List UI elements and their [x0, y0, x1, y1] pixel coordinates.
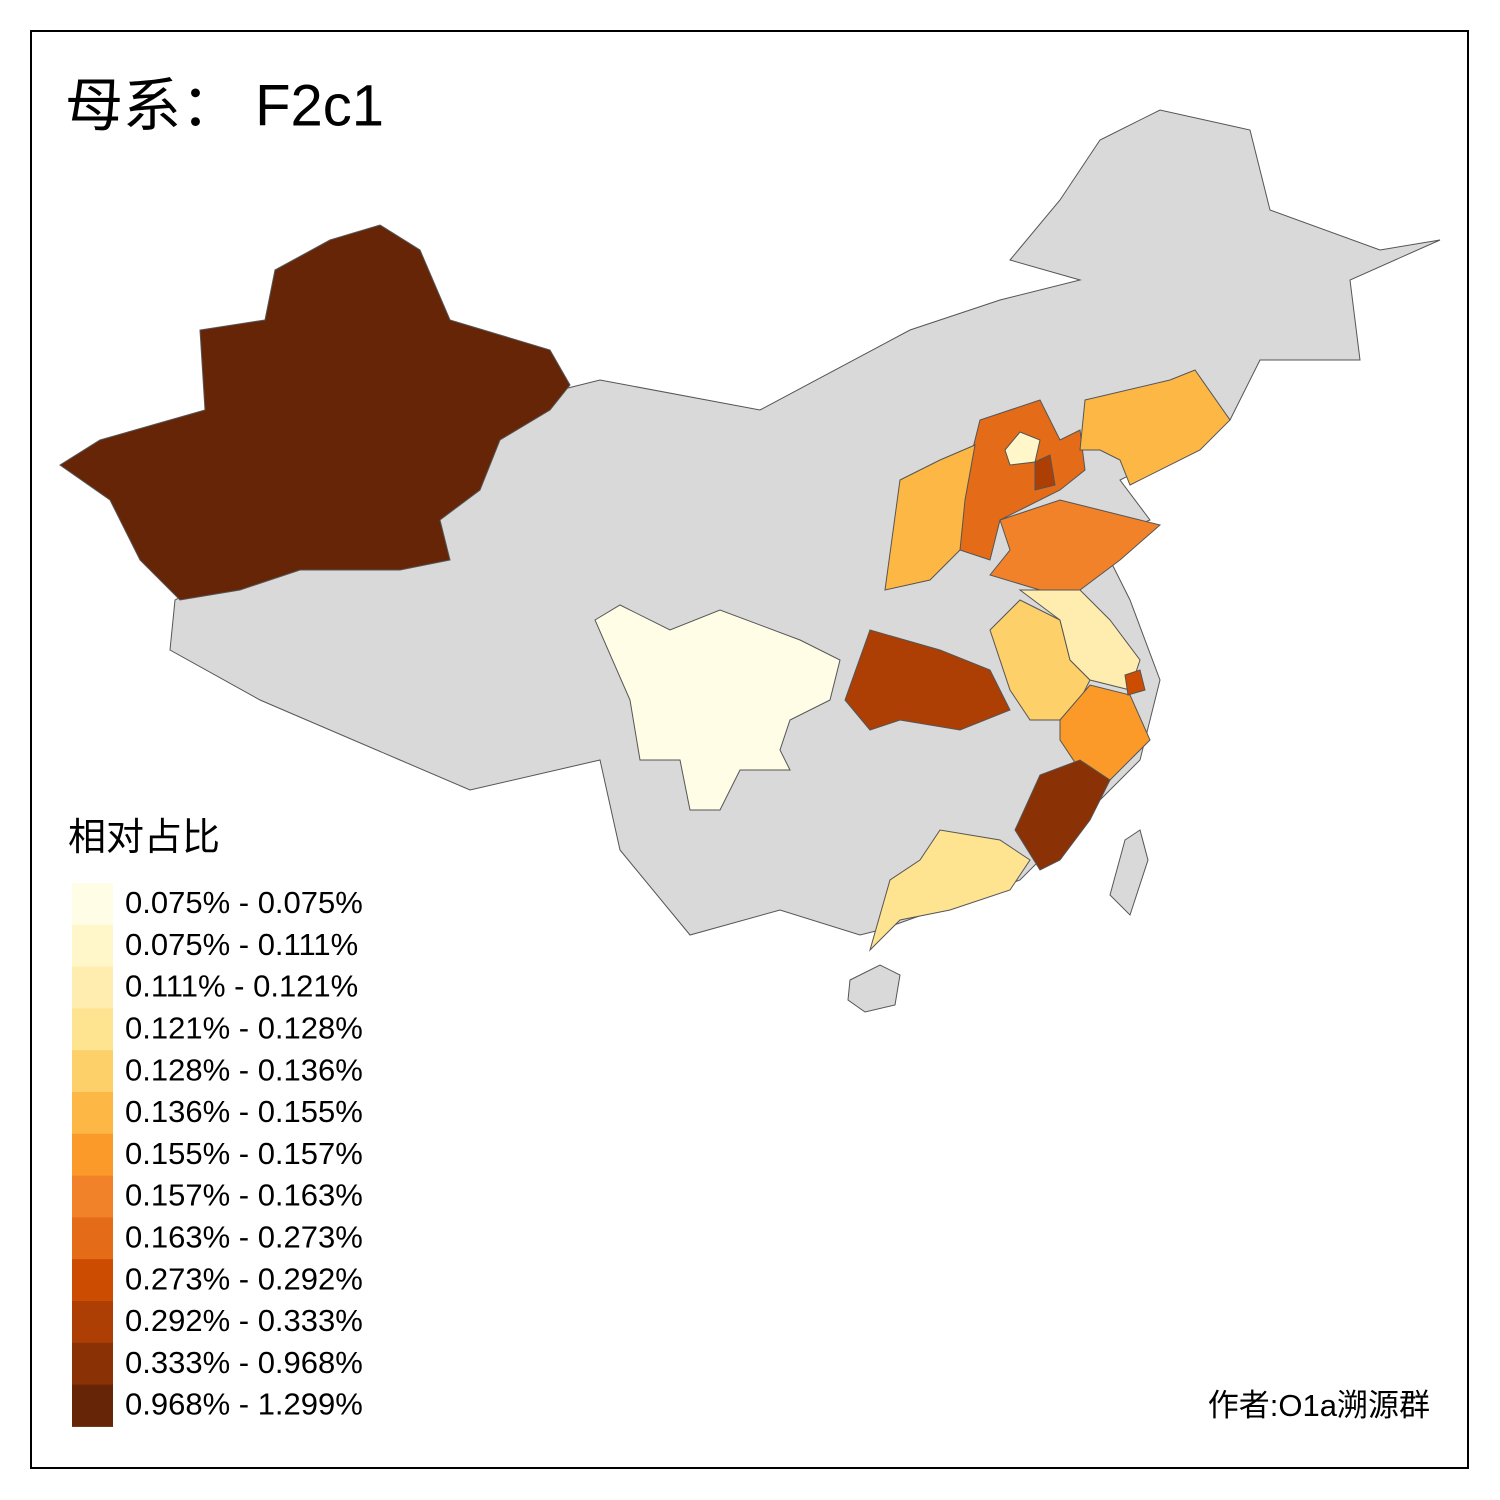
- legend-label: 0.128% - 0.136%: [125, 1052, 363, 1087]
- legend-swatch: [72, 1301, 113, 1344]
- region: [989, 599, 1091, 721]
- region: [1014, 759, 1111, 871]
- legend-swatch: [72, 924, 113, 968]
- legend-label: 0.163% - 0.273%: [125, 1219, 363, 1254]
- map-title: 母系： F2c1: [65, 73, 384, 138]
- legend-swatch: [72, 1217, 113, 1260]
- region: [884, 444, 976, 591]
- taiwan: [1109, 829, 1149, 916]
- region: [594, 604, 841, 811]
- region: [59, 224, 571, 601]
- legend: 0.075% - 0.075% 0.075% - 0.111% 0.111% - 0…: [72, 883, 363, 1427]
- region: [1034, 454, 1056, 491]
- legend-label: 0.333% - 0.968%: [125, 1345, 363, 1380]
- legend-label: 0.155% - 0.157%: [125, 1136, 363, 1171]
- region: [868, 829, 1031, 952]
- legend-label: 0.136% - 0.155%: [125, 1094, 363, 1129]
- region: [1124, 669, 1146, 696]
- legend-swatch: [72, 1175, 113, 1218]
- legend-swatch: [72, 883, 113, 926]
- legend-label: 0.121% - 0.128%: [125, 1010, 363, 1045]
- legend-label: 0.157% - 0.163%: [125, 1178, 363, 1213]
- legend-swatch: [72, 1133, 113, 1177]
- region: [1079, 369, 1231, 486]
- legend-label: 0.968% - 1.299%: [125, 1387, 363, 1422]
- legend-swatch: [72, 1008, 113, 1051]
- legend-swatch: [72, 1092, 113, 1135]
- legend-label: 0.273% - 0.292%: [125, 1261, 363, 1296]
- legend-swatch: [72, 1384, 113, 1427]
- region: [844, 629, 1011, 731]
- legend-label: 0.292% - 0.333%: [125, 1303, 363, 1338]
- legend-title: 相对占比: [68, 817, 220, 859]
- legend-swatch: [72, 1259, 113, 1302]
- legend-swatch: [72, 1050, 113, 1093]
- region: [1004, 431, 1041, 466]
- hainan: [847, 964, 901, 1013]
- legend-label: 0.111% - 0.121%: [125, 969, 358, 1004]
- credit: 作者:O1a溯源群: [1208, 1388, 1430, 1423]
- region: [1059, 684, 1151, 781]
- map: [59, 109, 1441, 1013]
- region: [989, 499, 1162, 591]
- legend-label: 0.075% - 0.075%: [125, 885, 363, 920]
- region: [959, 399, 1086, 561]
- legend-swatch: [72, 1342, 113, 1386]
- legend-label: 0.075% - 0.111%: [125, 927, 358, 962]
- legend-swatch: [72, 966, 113, 1009]
